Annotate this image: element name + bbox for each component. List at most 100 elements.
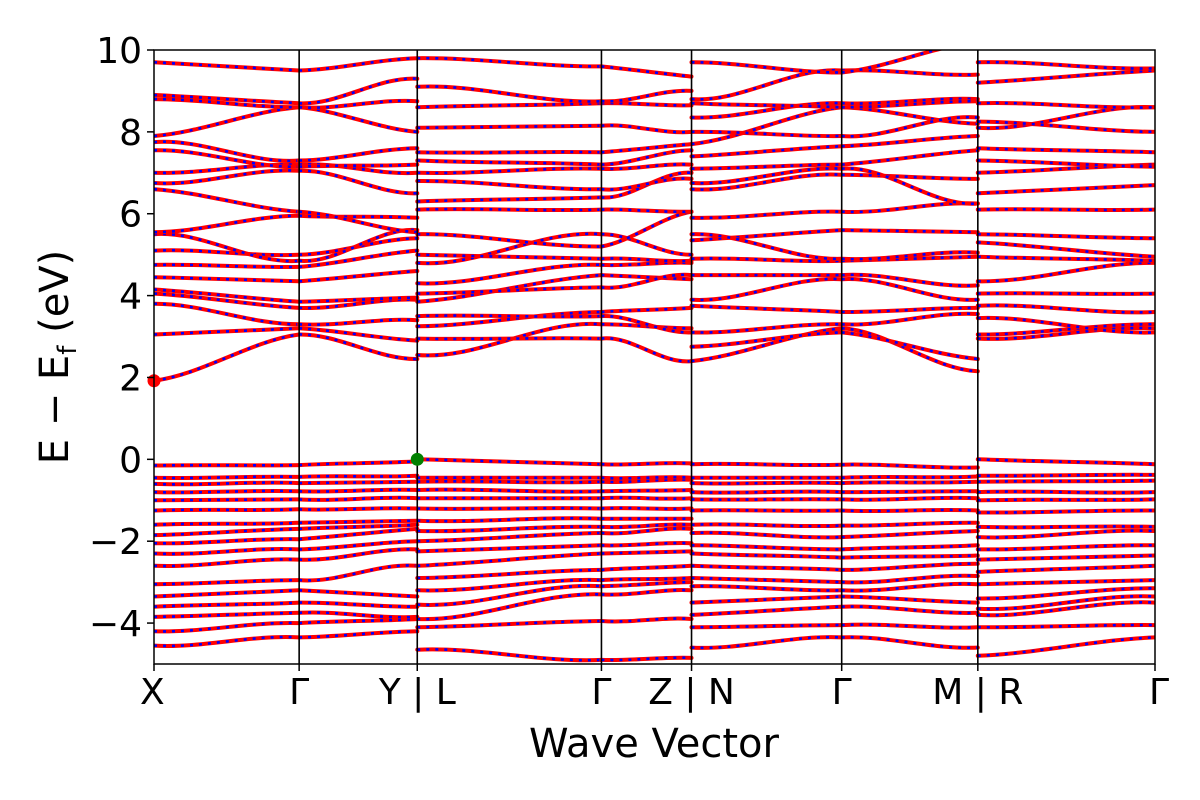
x-axis-title: Wave Vector xyxy=(529,721,780,767)
band-line-up xyxy=(689,105,844,147)
band-line-up xyxy=(689,60,844,75)
band-line-down xyxy=(154,97,300,109)
x-tick-label: Γ xyxy=(832,672,852,713)
band-line-up xyxy=(689,68,844,102)
band-line-down xyxy=(299,77,418,105)
band-line-up xyxy=(975,260,1155,284)
band-line-up xyxy=(975,553,1155,562)
y-tick-label: 2 xyxy=(119,358,142,399)
band-line-up xyxy=(978,42,1155,46)
band-line-up xyxy=(415,231,604,266)
band-line-down xyxy=(417,310,602,328)
band-line-up xyxy=(975,326,1155,341)
band-line-up xyxy=(689,101,844,110)
band-line-up xyxy=(689,228,844,243)
band-line-down xyxy=(417,167,602,175)
band-line-down xyxy=(601,142,692,154)
band-line-up xyxy=(689,508,844,513)
band-line-down xyxy=(601,550,692,555)
band-line-up xyxy=(599,209,694,249)
band-line-up xyxy=(975,563,1155,574)
band-line-up xyxy=(975,508,1155,515)
band-line-down xyxy=(601,588,692,596)
plot-frame xyxy=(153,49,1156,665)
band-line-down xyxy=(417,578,602,592)
band-line-down xyxy=(601,564,692,572)
band-line-down xyxy=(154,275,300,283)
band-line-up xyxy=(839,581,980,593)
band-line-down xyxy=(154,292,300,310)
band-line-down xyxy=(154,61,300,72)
band-line-down xyxy=(601,478,692,484)
band-line-up xyxy=(839,594,980,605)
band-line-down xyxy=(601,461,692,466)
band-line-down xyxy=(691,327,842,363)
vbm-marker xyxy=(410,452,424,466)
band-line-up xyxy=(975,254,1155,263)
band-line-up xyxy=(689,489,844,495)
band-line-up xyxy=(689,144,844,159)
band-line-up xyxy=(297,326,420,343)
band-line-up xyxy=(689,584,844,593)
x-tick-label: M | R xyxy=(932,672,1023,713)
x-tick-label: Γ xyxy=(289,672,309,713)
band-segment xyxy=(154,60,302,648)
band-line-up xyxy=(839,96,980,106)
band-line-down xyxy=(601,273,692,281)
band-line-up xyxy=(297,600,420,609)
band-line-up xyxy=(839,573,980,585)
band-line-up xyxy=(975,315,1155,335)
band-line-down xyxy=(841,327,978,373)
band-line-up xyxy=(975,623,1155,630)
band-line-up xyxy=(689,530,844,540)
band-line-down xyxy=(601,580,692,588)
band-line-up xyxy=(839,50,944,75)
x-tick-label: Z | N xyxy=(648,672,735,713)
band-line-down xyxy=(154,558,300,568)
band-line-up xyxy=(975,119,1155,134)
band-line-up xyxy=(689,209,844,220)
band-segment xyxy=(689,60,844,650)
band-line-down xyxy=(601,232,692,257)
band-line-down xyxy=(417,336,602,341)
band-line-down xyxy=(601,488,692,493)
y-tick-label: −4 xyxy=(89,604,142,645)
band-line-up xyxy=(839,115,980,139)
band-line-down xyxy=(154,93,300,105)
band-line-up xyxy=(975,578,1155,587)
band-line-up xyxy=(297,146,420,163)
band-line-down xyxy=(417,56,602,68)
band-line-down xyxy=(154,589,300,598)
band-line-up xyxy=(297,269,420,284)
band-line-up xyxy=(689,522,844,529)
band-line-up xyxy=(297,56,420,73)
band-line-down xyxy=(154,489,300,494)
y-tick-label: 0 xyxy=(119,440,142,481)
band-line-up xyxy=(839,635,980,650)
y-axis-title-subscript: f xyxy=(53,345,83,355)
x-tick-label: Y | L xyxy=(378,672,456,713)
band-line-down xyxy=(417,516,602,523)
band-line-down xyxy=(601,89,692,103)
band-line-up xyxy=(839,529,980,540)
band-line-down xyxy=(691,232,842,261)
band-line-down xyxy=(601,273,692,290)
band-line-up xyxy=(975,240,1155,259)
band-line-up xyxy=(297,495,420,502)
band-line-down xyxy=(154,263,300,269)
y-axis-title-unit: (eV) xyxy=(32,250,78,346)
band-line-up xyxy=(415,592,604,622)
band-line-up xyxy=(689,303,844,314)
y-tick-label: 6 xyxy=(119,195,142,236)
band-line-up xyxy=(297,459,420,468)
band-line-down xyxy=(601,210,692,248)
band-line-down xyxy=(154,327,300,336)
band-line-up xyxy=(297,487,420,494)
band-line-down xyxy=(417,179,602,191)
band-line-down xyxy=(601,208,692,214)
band-line-up xyxy=(839,311,980,327)
band-line-down xyxy=(154,635,300,648)
band-line-down xyxy=(417,196,602,203)
x-tick-label: Γ xyxy=(1149,672,1169,713)
